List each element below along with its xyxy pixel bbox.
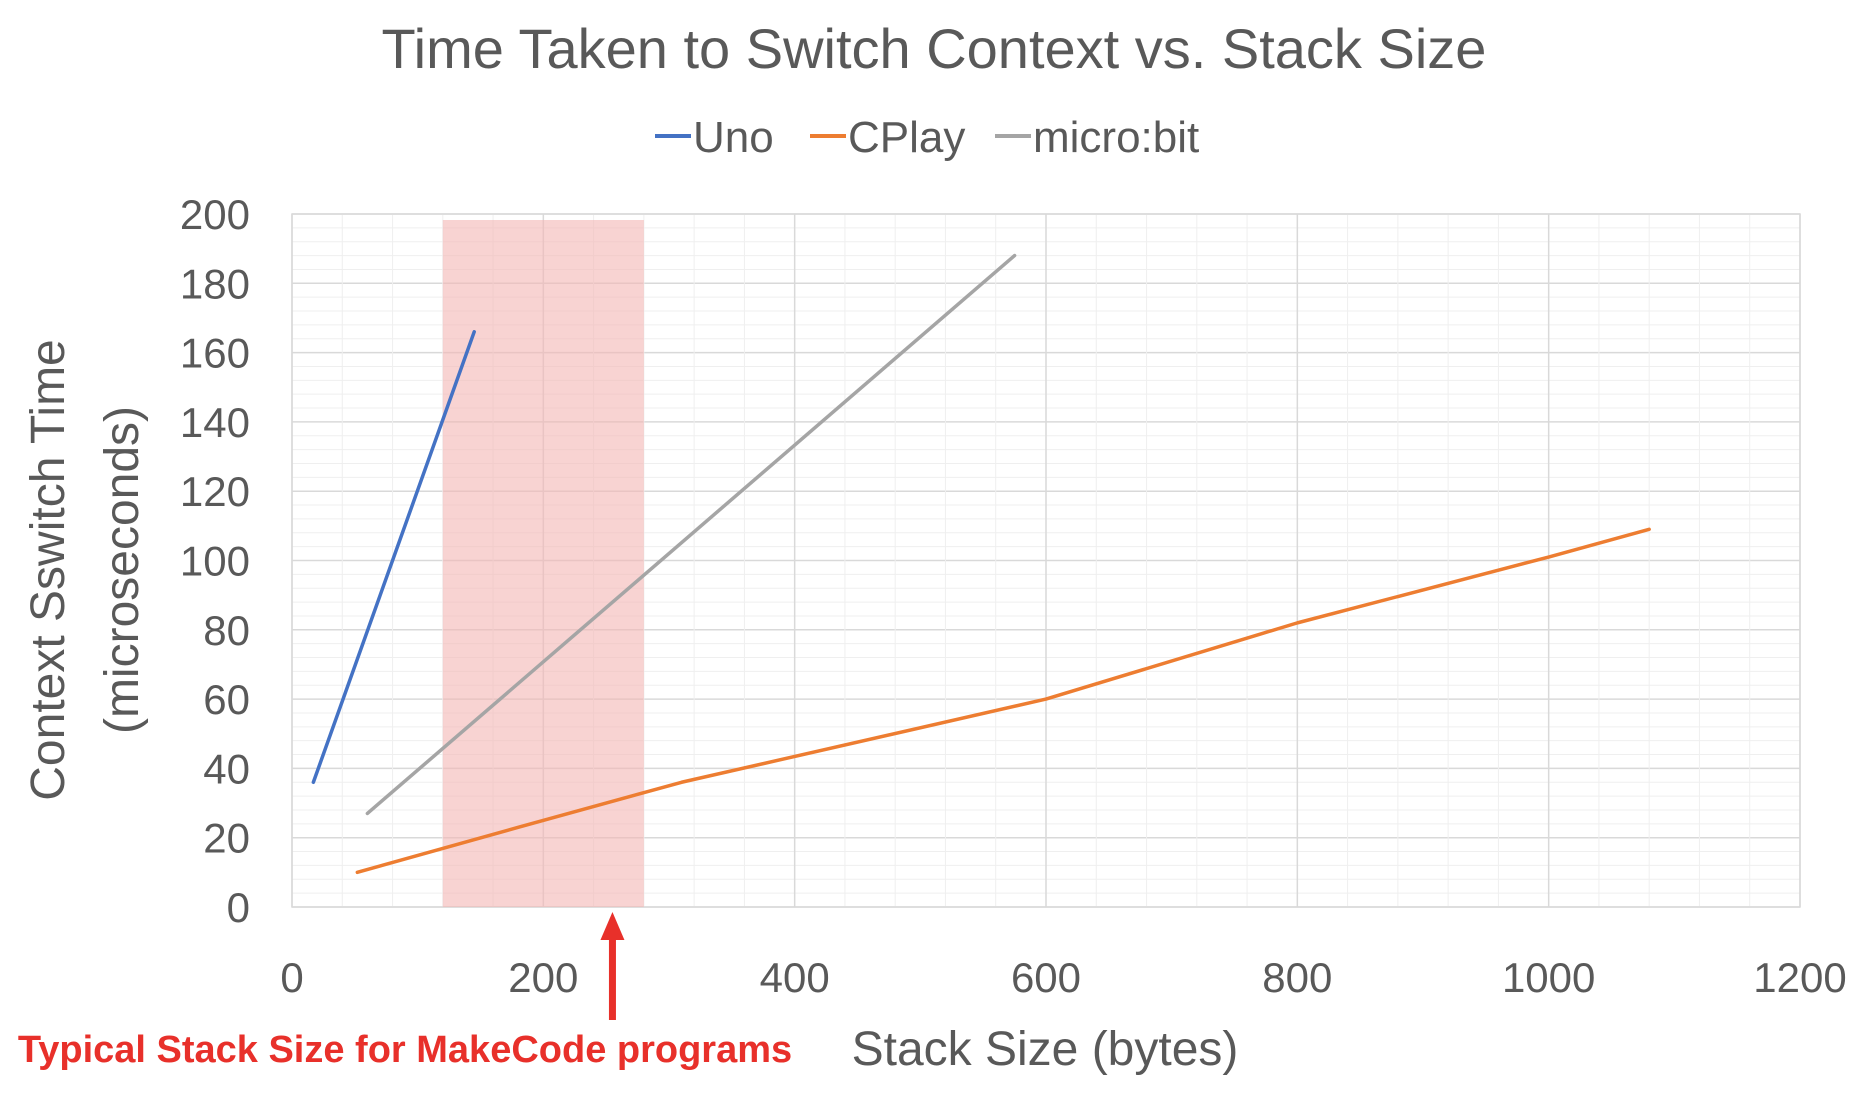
- chart-title: Time Taken to Switch Context vs. Stack S…: [382, 17, 1487, 80]
- y-tick-label: 100: [180, 538, 250, 585]
- y-tick-label: 120: [180, 468, 250, 515]
- y-tick-label: 80: [203, 607, 250, 654]
- y-axis-label-line1: Context Sswitch Time: [22, 339, 75, 800]
- y-tick-label: 200: [180, 191, 250, 238]
- typical-stack-size-region: [442, 220, 644, 907]
- x-tick-label: 200: [508, 954, 578, 1001]
- x-tick-label: 400: [760, 954, 830, 1001]
- x-tick-label: 1200: [1753, 954, 1846, 1001]
- annotation-text: Typical Stack Size for MakeCode programs: [18, 1029, 792, 1071]
- legend-label-uno: Uno: [693, 113, 774, 162]
- y-tick-label: 140: [180, 399, 250, 446]
- y-tick-label: 180: [180, 260, 250, 307]
- x-tick-label: 600: [1011, 954, 1081, 1001]
- series-line-uno: [311, 330, 476, 785]
- annotation-arrow-head: [600, 912, 625, 940]
- legend: Uno CPlay micro:bit: [655, 113, 1199, 162]
- series-line-cplay: [355, 527, 1651, 875]
- y-tick-label: 160: [180, 330, 250, 377]
- series-line-micro-bit: [365, 253, 1017, 816]
- y-tick-label: 40: [203, 745, 250, 792]
- x-axis-label: Stack Size (bytes): [852, 1023, 1239, 1076]
- plot-border: [291, 213, 1801, 908]
- highlight-region: [442, 220, 644, 907]
- y-tick-label: 60: [203, 676, 250, 723]
- y-axis-label-line2: (microseconds): [96, 406, 149, 734]
- y-axis-ticks: 0 20 40 60 80 100 120 140 160 180 200: [180, 191, 250, 931]
- x-tick-label: 1000: [1502, 954, 1595, 1001]
- x-tick-label: 0: [280, 954, 303, 1001]
- annotation: Typical Stack Size for MakeCode programs: [18, 912, 792, 1071]
- series-lines: [311, 253, 1651, 875]
- x-axis-ticks: 0 200 400 600 800 1000 1200: [280, 954, 1846, 1001]
- y-tick-label: 0: [227, 884, 250, 931]
- legend-label-micro-bit: micro:bit: [1033, 113, 1199, 162]
- y-tick-label: 20: [203, 815, 250, 862]
- legend-label-cplay: CPlay: [848, 113, 965, 162]
- x-tick-label: 800: [1262, 954, 1332, 1001]
